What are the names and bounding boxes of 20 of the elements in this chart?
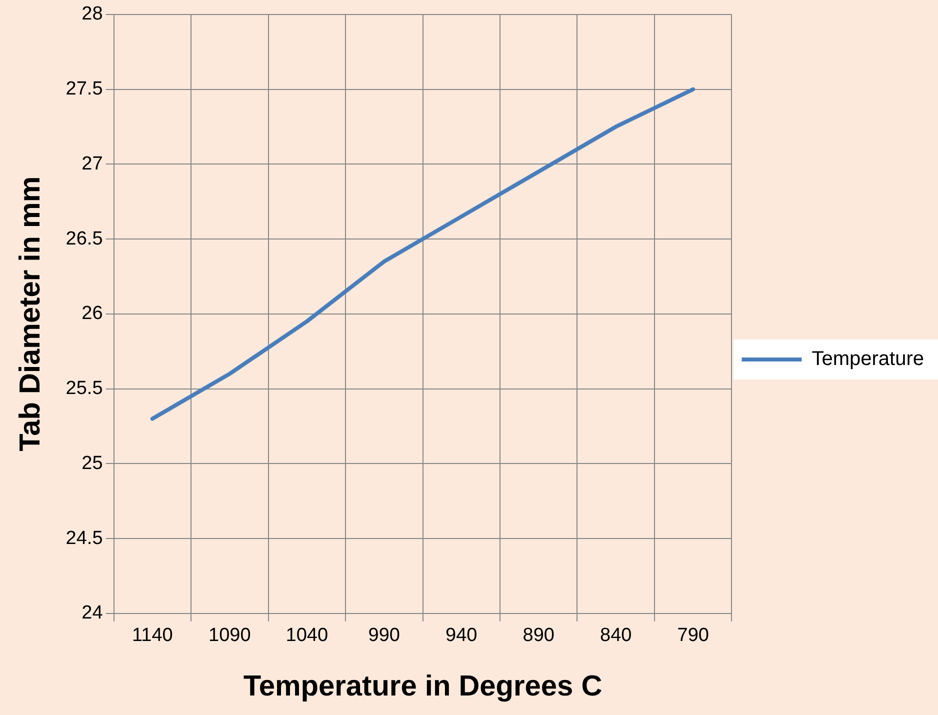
legend-label: Temperature	[812, 348, 924, 370]
x-tick-label: 890	[522, 625, 554, 646]
x-tick-label: 1140	[132, 625, 173, 646]
x-tick-label: 940	[446, 625, 478, 646]
x-tick-label: 840	[600, 625, 632, 646]
y-tick-label: 26	[82, 303, 103, 324]
x-tick-label: 990	[368, 625, 400, 646]
y-tick-label: 25.5	[66, 378, 103, 400]
y-tick-label: 27.5	[66, 78, 103, 100]
x-axis-title: Temperature in Degrees C	[243, 670, 602, 703]
y-tick-label: 27	[82, 153, 103, 174]
y-tick-label: 24	[82, 602, 104, 624]
x-tick-label: 1040	[286, 625, 328, 646]
y-tick-label: 28	[82, 4, 103, 25]
y-axis-title: Tab Diameter in mm	[14, 176, 46, 452]
x-tick-label: 1090	[208, 625, 251, 646]
x-tick-label: 790	[677, 625, 709, 646]
y-tick-label: 26.5	[66, 228, 103, 250]
y-tick-label: 24.5	[66, 528, 103, 549]
y-tick-label: 25	[82, 452, 103, 474]
